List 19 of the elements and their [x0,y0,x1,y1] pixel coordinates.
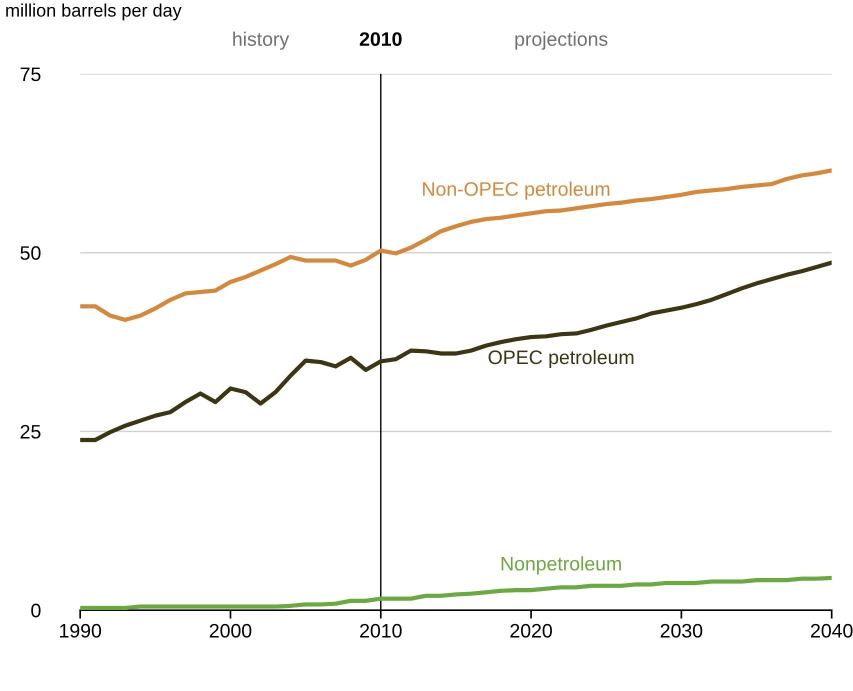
x-tick-label: 2010 [360,624,402,638]
text: projections [515,32,608,50]
y-axis-title: million barrels per day [6,3,182,20]
text: history [233,32,290,50]
series-label: OPEC petroleum [488,350,634,368]
y-tick-label: 75 [20,68,40,82]
y-tick-label: 25 [20,424,40,439]
y-tick-label: 50 [20,246,41,260]
x-tick-label: 2000 [210,624,252,638]
x-tick-label: 2030 [660,624,702,638]
series-label: Nonpetroleum [502,556,621,574]
y-tick-label: 0 [31,604,41,618]
line-series [80,168,832,322]
ref-line-label: 2010 [360,32,402,46]
line-series [80,260,832,442]
x-tick-label: 2020 [510,624,552,638]
series-label: Non-OPEC petroleum [423,182,610,200]
x-tick-label: 2040 [811,624,853,638]
x-tick-label: 1990 [60,624,102,638]
